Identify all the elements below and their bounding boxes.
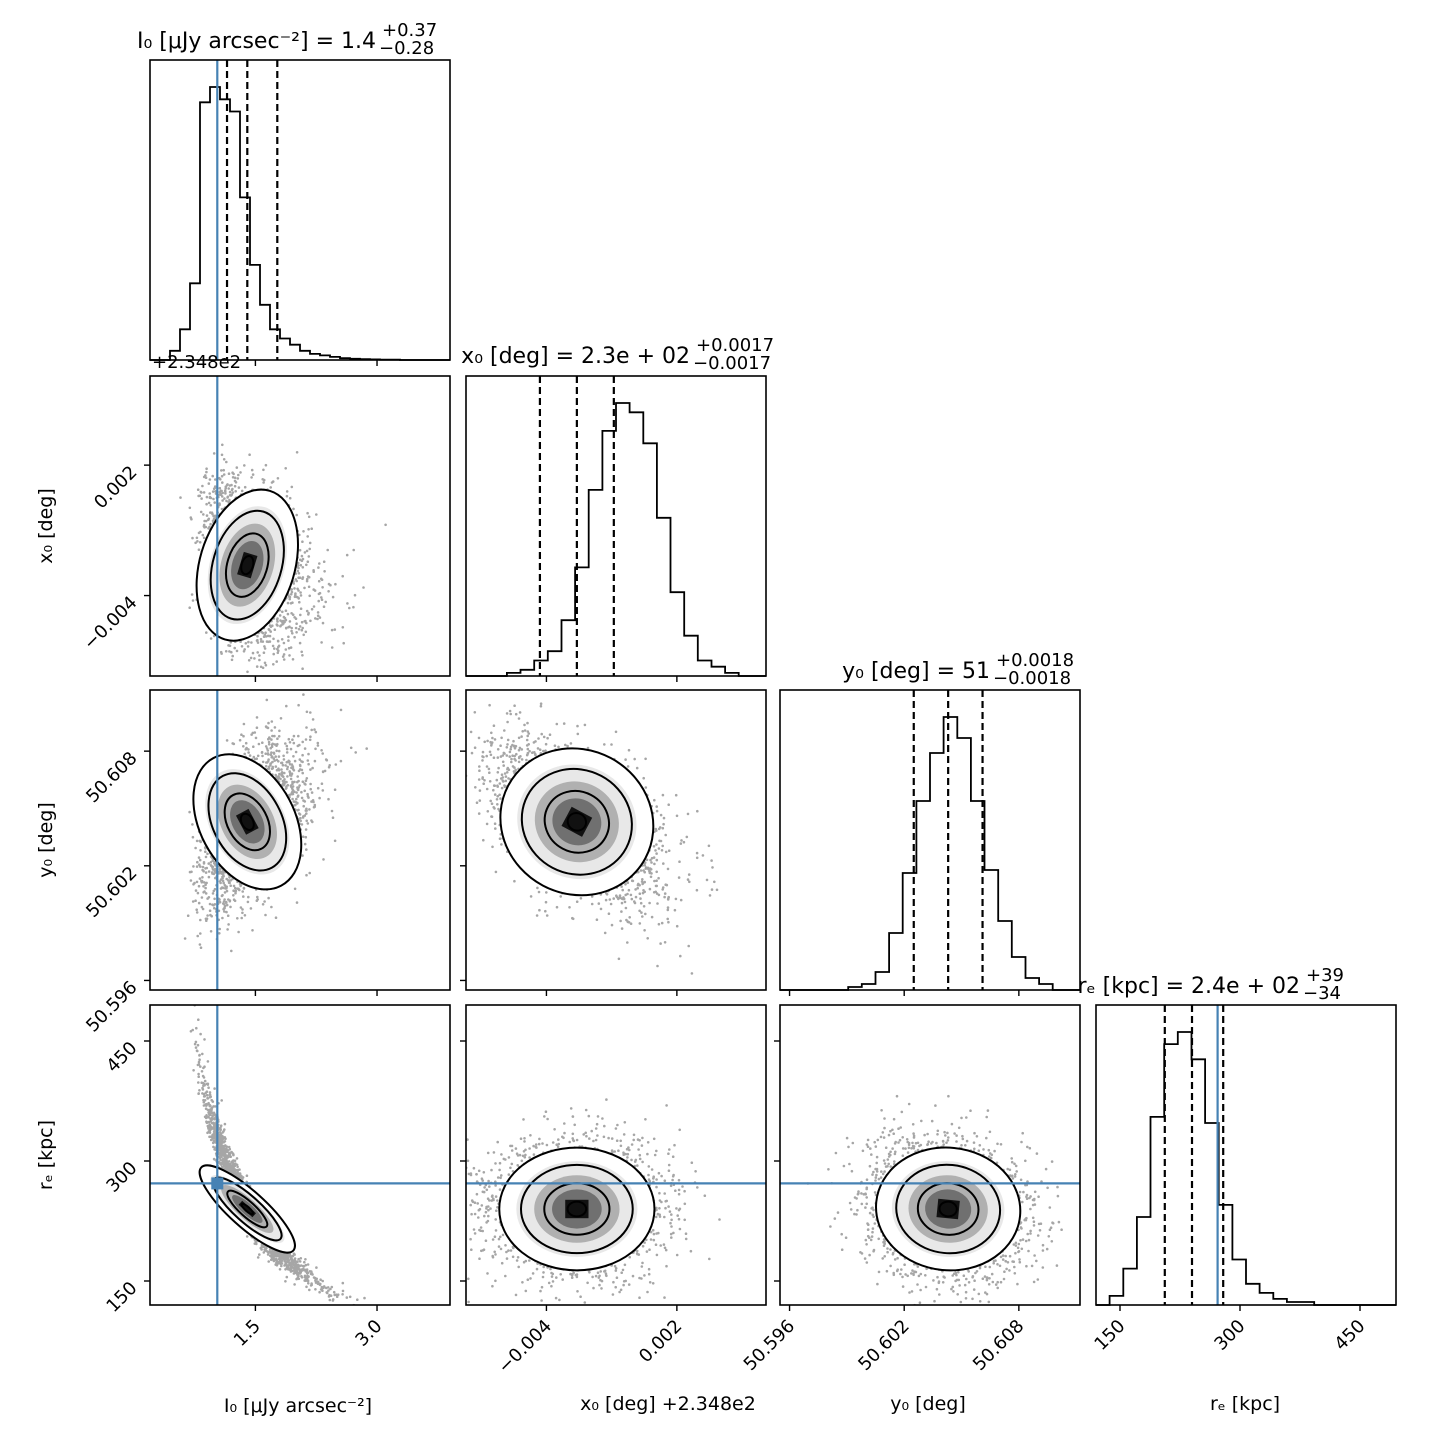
- contour-level-1: [198, 1164, 296, 1254]
- title-x0-plus: +0.0017: [696, 335, 774, 356]
- title-x0-minus: −0.0017: [693, 353, 771, 374]
- contour-level-3: [226, 1189, 269, 1229]
- histogram-re: [1096, 1031, 1396, 1306]
- xticklabel-y0-0: 50.596: [740, 1316, 799, 1375]
- title-y0-minus: −0.0018: [993, 668, 1071, 689]
- panel-frame-3-1: [465, 1004, 767, 1306]
- panel-frame-1-1: [465, 375, 767, 677]
- density-peak: [561, 806, 593, 837]
- yticklabel-re-2: 450: [102, 1038, 141, 1077]
- contour-layer: [192, 488, 1022, 1272]
- contour-level-1: [498, 1146, 656, 1272]
- title-y0-plus: +0.0018: [996, 650, 1074, 671]
- yticklabel-re-0: 150: [102, 1278, 141, 1317]
- xticklabel-I0-1: 3.0: [351, 1316, 386, 1351]
- contours-y0-x0: [499, 747, 655, 897]
- contours-re-y0: [875, 1146, 1022, 1272]
- panel-frame-1-0: [149, 375, 451, 677]
- contour-level-3: [224, 532, 270, 598]
- xticklabel-re-2: 450: [1330, 1316, 1369, 1355]
- offset-text: +2.348e2: [152, 352, 241, 373]
- title-I0-plus: +0.37: [382, 20, 437, 41]
- histogram-y0: [780, 716, 1080, 991]
- title-I0-minus: −0.28: [379, 38, 434, 59]
- xticklabel-y0-1: 50.602: [854, 1316, 913, 1375]
- density-x0-I0: [196, 489, 298, 641]
- reference-lines-layer: [150, 60, 1225, 1305]
- panel-frame-2-1: [465, 689, 767, 991]
- yticklabel-x0-1: 0.002: [90, 462, 141, 513]
- title-re-plus: +39: [1306, 965, 1344, 986]
- title-y0: y₀ [deg] = 51: [842, 659, 990, 684]
- yticklabel-y0-1: 50.602: [82, 862, 141, 921]
- contour-level-4: [938, 1200, 958, 1218]
- xticklabel-x0-1: 0.002: [635, 1316, 686, 1367]
- histogram-layer: [150, 86, 1396, 1306]
- density-layer: [193, 489, 1021, 1271]
- truth-marker: [211, 1177, 224, 1190]
- panel-frame-3-2: [779, 1004, 1081, 1306]
- contour-level-3: [223, 792, 271, 852]
- density-peak: [238, 1200, 257, 1218]
- contours-y0-I0: [192, 753, 303, 891]
- contour-level-2: [209, 509, 285, 621]
- xlabel-I0: I₀ [μJy arcsec⁻²]: [224, 1395, 372, 1417]
- ylabel-y0: y₀ [deg]: [35, 802, 57, 878]
- contour-level-3: [543, 789, 610, 854]
- density-re-I0: [199, 1165, 295, 1253]
- title-re: rₑ [kpc] = 2.4e + 02: [1077, 974, 1300, 999]
- contours-re-I0: [198, 1164, 296, 1254]
- histogram-I0: [150, 86, 450, 361]
- xticklabel-re-1: 300: [1210, 1316, 1249, 1355]
- contour-level-4: [240, 1202, 255, 1216]
- xlabel-re: rₑ [kpc]: [1210, 1393, 1280, 1415]
- contour-level-4: [566, 1200, 588, 1218]
- panel-frame-3-0: [149, 1004, 451, 1306]
- yticklabel-y0-2: 50.608: [82, 748, 141, 807]
- xlabel-y0: y₀ [deg]: [890, 1393, 966, 1415]
- contour-level-1: [875, 1146, 1022, 1272]
- panel-frame-0-0: [149, 59, 451, 361]
- xticklabel-y0-2: 50.608: [969, 1316, 1028, 1375]
- histogram-x0: [466, 402, 766, 677]
- contour-level-2: [519, 1163, 634, 1255]
- contours-x0-I0: [195, 488, 299, 642]
- contour-level-4: [239, 812, 255, 831]
- title-I0: I₀ [μJy arcsec⁻²] = 1.4: [137, 29, 376, 54]
- tick-marks-layer: [144, 360, 1361, 1311]
- xticklabel-x0-0: −0.004: [494, 1316, 556, 1378]
- contour-level-4: [566, 812, 588, 832]
- yticklabel-y0-0: 50.596: [82, 977, 141, 1036]
- yticklabel-re-1: 300: [102, 1158, 141, 1197]
- title-re-minus: −34: [1303, 983, 1341, 1004]
- contour-level-1: [192, 753, 303, 891]
- xlabel-x0: x₀ [deg] +2.348e2: [580, 1393, 756, 1415]
- xticklabel-re-0: 150: [1090, 1316, 1129, 1355]
- ylabel-x0: x₀ [deg]: [35, 488, 57, 564]
- xticklabel-I0-0: 1.5: [230, 1316, 265, 1351]
- ylabel-re: rₑ [kpc]: [35, 1120, 57, 1190]
- contour-level-2: [520, 767, 633, 876]
- panel-frame-3-3: [1095, 1004, 1397, 1306]
- contour-level-2: [895, 1163, 1002, 1255]
- panel-frames-layer: [149, 59, 1397, 1306]
- contour-level-4: [240, 555, 255, 576]
- title-x0: x₀ [deg] = 2.3e + 02: [461, 344, 690, 369]
- yticklabel-x0-0: −0.004: [80, 592, 142, 654]
- panel-frame-2-0: [149, 689, 451, 991]
- density-y0-I0: [193, 754, 302, 890]
- panel-frame-2-2: [779, 689, 1081, 991]
- density-y0-x0: [500, 748, 654, 896]
- contour-level-1: [195, 488, 299, 642]
- contour-level-1: [499, 747, 655, 897]
